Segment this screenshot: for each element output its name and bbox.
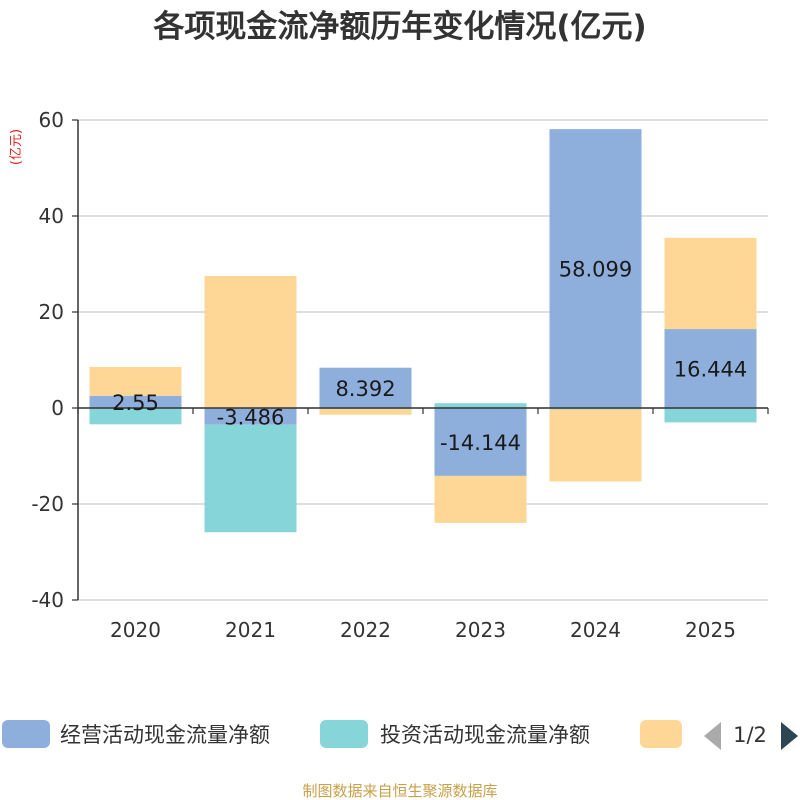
data-label: 8.392 [335,377,395,401]
x-tick-label: 2021 [225,618,276,642]
legend-swatch-operating[interactable] [2,720,50,748]
data-label: 16.444 [674,358,747,382]
bar-series0-2024[interactable] [549,129,642,408]
bar-series0-2023[interactable] [434,408,527,476]
legend: 经营活动现金流量净额 投资活动现金流量净额 1/2 [2,720,798,750]
bar-series1-2023[interactable] [434,403,527,408]
legend-swatch-investing[interactable] [320,720,368,748]
legend-page-indicator: 1/2 [733,723,767,747]
y-tick-label: 20 [39,300,64,324]
bar-series2-2021[interactable] [204,276,297,408]
bar-series1-2025[interactable] [664,408,757,423]
y-tick-label: 40 [39,204,64,228]
data-label: -3.486 [217,405,285,429]
chart-title: 各项现金流净额历年变化情况(亿元) [152,9,646,45]
legend-next-page-icon[interactable] [781,722,798,750]
data-labels: 2.55 -3.486 8.392 -14.144 58.099 16.444 [112,258,747,455]
x-tick-label: 2022 [340,618,391,642]
bar-series0-2020[interactable] [89,395,182,408]
legend-swatch-financing[interactable] [640,720,682,748]
bar-series2-2025[interactable] [664,237,757,330]
bar-series0-2025[interactable] [664,329,757,408]
legend-label-operating[interactable]: 经营活动现金流量净额 [60,723,270,747]
bar-series2-2020[interactable] [89,366,182,396]
x-tick-label: 2023 [455,618,506,642]
legend-prev-page-icon[interactable] [704,722,721,750]
bar-series2-2022[interactable] [319,408,412,415]
data-label: 2.55 [112,391,159,415]
y-axis-label: (亿元) [9,129,24,165]
x-tick-label: 2025 [685,618,736,642]
x-tick-label: 2024 [570,618,621,642]
bar-series2-2024[interactable] [549,409,642,482]
x-tick-label: 2020 [110,618,161,642]
bar-series [89,129,757,533]
data-label: 58.099 [559,258,632,282]
axes: 60 40 20 0 -20 -40 2020 2021 2022 2023 2024 2025 [31,108,769,642]
bar-series0-2022[interactable] [319,367,412,408]
y-tick-label: 60 [39,108,64,132]
data-source: 制图数据来自恒生聚源数据库 [302,782,497,800]
bar-series0-2021[interactable] [204,408,297,425]
bar-series1-2020[interactable] [89,408,182,425]
y-tick-label: -20 [31,492,64,516]
data-label: -14.144 [440,431,521,455]
y-tick-label: 0 [51,396,64,420]
legend-label-investing[interactable]: 投资活动现金流量净额 [380,723,590,747]
bar-series2-2023[interactable] [434,475,527,523]
bar-series1-2021[interactable] [204,424,297,533]
y-tick-label: -40 [31,588,64,612]
